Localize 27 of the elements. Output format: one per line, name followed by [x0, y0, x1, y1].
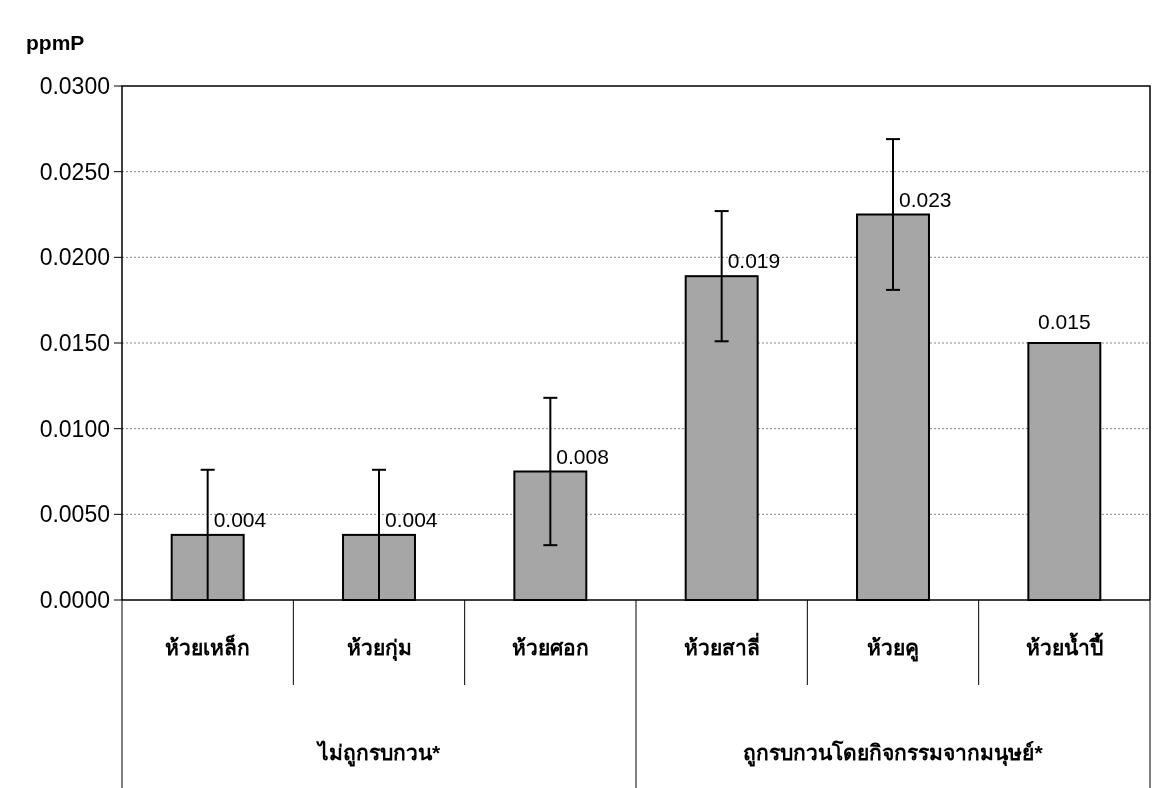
x-tick-label: ห้วยคู: [867, 636, 919, 662]
data-label: 0.008: [556, 444, 609, 468]
text: ไม่ถูกรบกวน*: [315, 740, 441, 767]
y-tick-label: 0.0100: [39, 415, 110, 442]
y-tick-label: 0.0300: [39, 73, 110, 99]
x-tick-label: ห้วยน้ำปี้: [1025, 632, 1104, 659]
bar: 0.008: [513, 396, 609, 601]
bar: 0.023: [856, 138, 952, 601]
text: ถูกรบกวนโดยกิจกรรมจากมนุษย์*: [743, 740, 1044, 767]
y-tick-label: 0.0050: [39, 501, 110, 528]
data-label: 0.004: [213, 507, 267, 531]
bar: 0.004: [170, 468, 267, 601]
bar: 0.004: [342, 468, 438, 601]
y-tick-label: 0.0150: [39, 330, 110, 356]
x-tick-label: ห้วยศอก: [511, 636, 589, 659]
bar: 0.019: [684, 210, 781, 601]
y-axis-title: ppmP: [26, 31, 85, 54]
y-tick-label: 0.0000: [39, 587, 110, 613]
y-tick-label: 0.0200: [39, 244, 110, 271]
data-label: 0.019: [727, 249, 781, 273]
data-label: 0.004: [385, 507, 438, 531]
data-label: 0.023: [899, 187, 952, 211]
x-tick-label: ห้วยสาลี่: [683, 632, 760, 659]
data-label: 0.015: [1038, 310, 1091, 333]
x-tick-label: ห้วยเหล็ก: [165, 634, 251, 659]
x-tick-label: ห้วยกุ่ม: [346, 636, 412, 662]
y-tick-label: 0.0250: [39, 158, 110, 185]
